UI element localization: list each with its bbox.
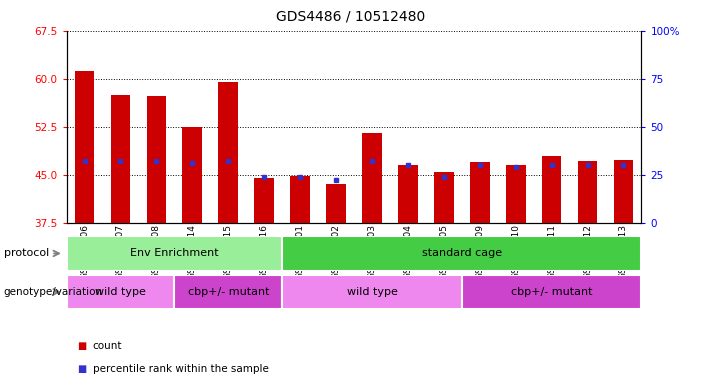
Bar	[147, 96, 166, 223]
Text: count: count	[93, 341, 122, 351]
Bar	[462, 275, 641, 309]
Text: genotype/variation: genotype/variation	[4, 287, 102, 297]
Bar	[542, 156, 562, 223]
Text: wild type: wild type	[95, 287, 146, 297]
Text: ■: ■	[77, 364, 86, 374]
Bar	[75, 71, 95, 223]
Bar	[219, 82, 238, 223]
Bar	[111, 95, 130, 223]
Text: wild type: wild type	[346, 287, 397, 297]
Bar	[175, 275, 283, 309]
Text: percentile rank within the sample: percentile rank within the sample	[93, 364, 268, 374]
Bar	[283, 236, 641, 271]
Bar	[283, 275, 462, 309]
Bar	[362, 133, 382, 223]
Text: GDS4486 / 10512480: GDS4486 / 10512480	[276, 10, 425, 23]
Bar	[67, 236, 283, 271]
Text: Env Enrichment: Env Enrichment	[130, 248, 219, 258]
Text: ■: ■	[77, 341, 86, 351]
Bar	[398, 165, 418, 223]
Bar	[613, 160, 633, 223]
Text: cbp+/- mutant: cbp+/- mutant	[187, 287, 269, 297]
Text: protocol: protocol	[4, 248, 49, 258]
Bar	[326, 184, 346, 223]
Bar	[254, 178, 274, 223]
Bar	[182, 127, 202, 223]
Bar	[506, 165, 526, 223]
Text: standard cage: standard cage	[422, 248, 502, 258]
Bar	[290, 176, 310, 223]
Bar	[578, 161, 597, 223]
Text: cbp+/- mutant: cbp+/- mutant	[511, 287, 592, 297]
Bar	[434, 172, 454, 223]
Bar	[470, 162, 489, 223]
Bar	[67, 275, 175, 309]
